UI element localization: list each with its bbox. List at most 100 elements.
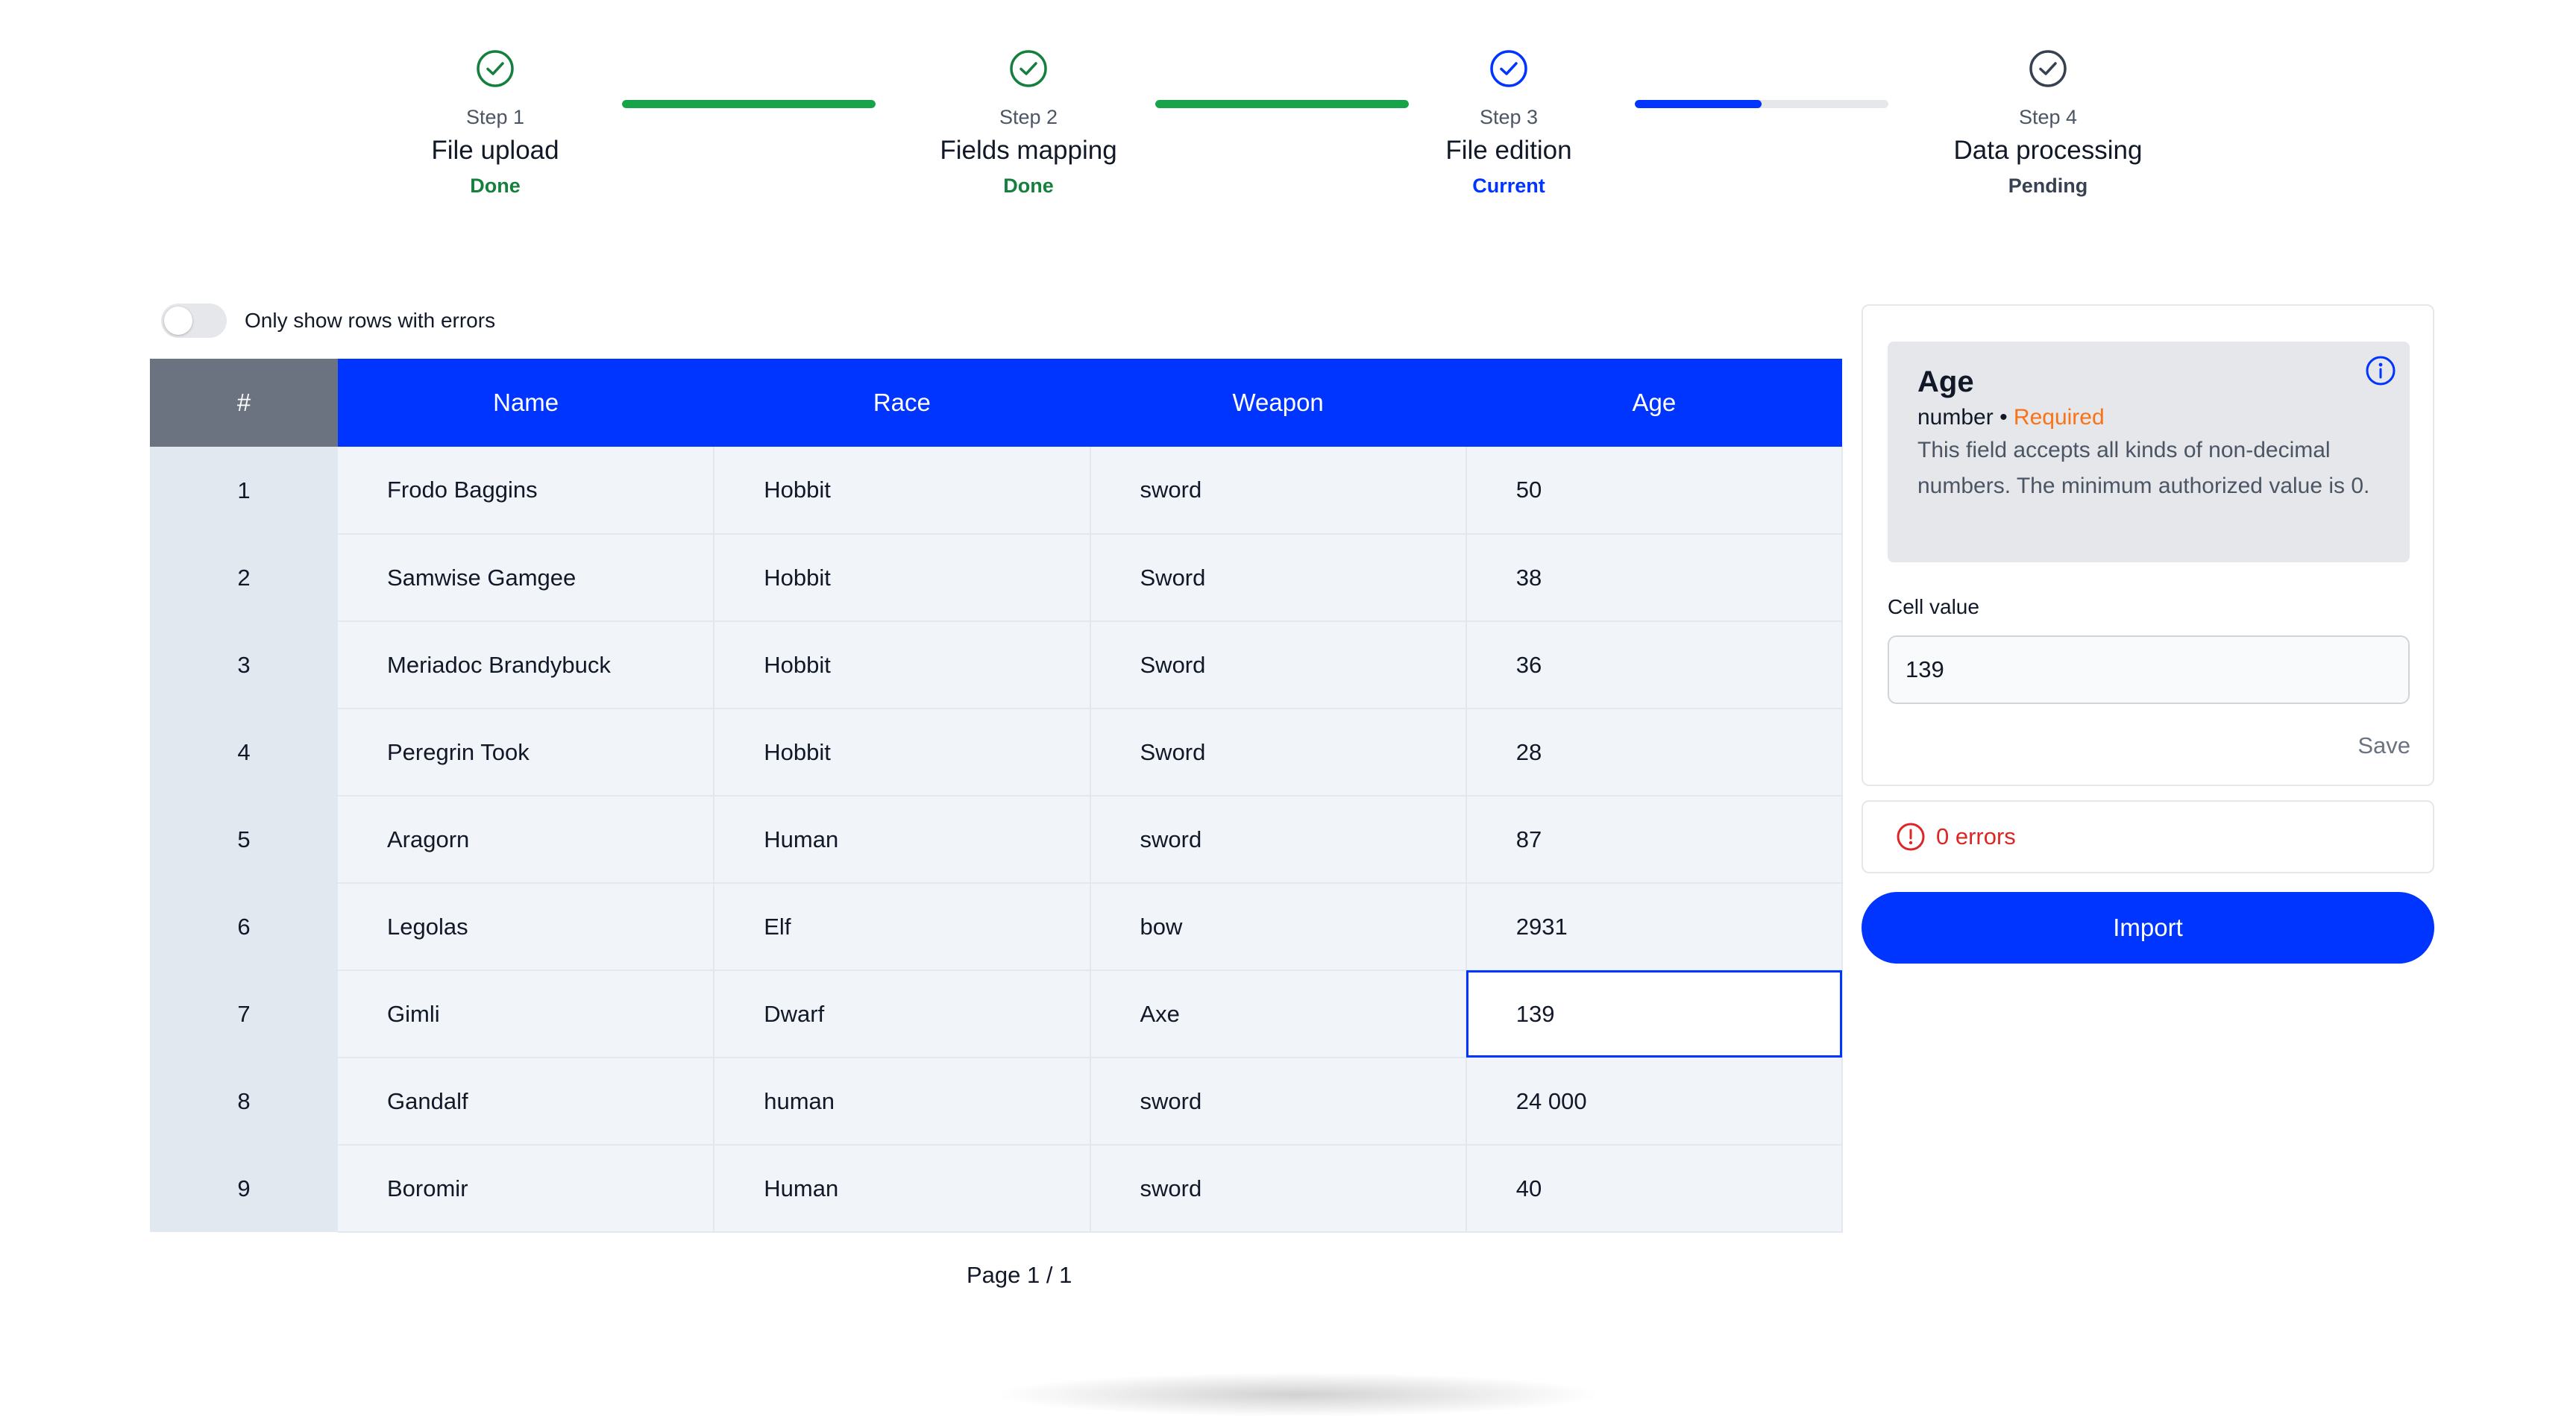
cell-age[interactable]: 38 xyxy=(1466,534,1844,622)
cell-race[interactable]: human xyxy=(714,1058,1091,1146)
cell-name[interactable]: Gandalf xyxy=(338,1058,715,1146)
step-connector-fill xyxy=(622,100,876,108)
error-filter-toggle[interactable] xyxy=(161,304,227,338)
step-title: Fields mapping xyxy=(940,136,1117,165)
table-row: 8 Gandalf human sword 24 000 xyxy=(150,1058,1844,1146)
row-index: 9 xyxy=(150,1145,338,1232)
cell-name[interactable]: Boromir xyxy=(338,1145,715,1233)
field-required-label: Required xyxy=(2013,405,2105,430)
cell-name[interactable]: Frodo Baggins xyxy=(338,447,715,535)
field-description: This field accepts all kinds of non-deci… xyxy=(1917,438,2370,498)
cell-race[interactable]: Hobbit xyxy=(714,621,1091,709)
field-type-line: number • Required xyxy=(1917,403,2380,433)
step-file-upload: Step 1 File upload Done xyxy=(286,49,704,198)
step-status: Done xyxy=(1003,175,1054,197)
check-circle-icon xyxy=(1490,50,1527,87)
check-circle-icon xyxy=(2029,50,2067,87)
cell-age[interactable]: 36 xyxy=(1466,621,1844,709)
cell-age[interactable]: 24 000 xyxy=(1466,1058,1844,1146)
step-title: Data processing xyxy=(1953,136,2143,165)
data-table: # Name Race Weapon Age 1 Frodo Baggins H… xyxy=(150,359,1844,1233)
table-row: 6 Legolas Elf bow 2931 xyxy=(150,883,1844,971)
errors-count: 0 errors xyxy=(1936,823,2016,849)
row-index: 7 xyxy=(150,970,338,1058)
step-connector-2 xyxy=(1155,100,1409,108)
errors-summary: 0 errors xyxy=(1862,800,2434,873)
cell-race[interactable]: Human xyxy=(714,796,1091,884)
save-button[interactable]: Save xyxy=(2357,732,2410,758)
cell-weapon[interactable]: sword xyxy=(1090,1058,1467,1146)
cell-age[interactable]: 40 xyxy=(1466,1145,1844,1233)
step-number: Step 1 xyxy=(465,106,525,128)
step-title: File upload xyxy=(431,136,559,165)
cell-weapon[interactable]: sword xyxy=(1090,1145,1467,1233)
step-number: Step 2 xyxy=(999,106,1058,128)
cell-name[interactable]: Peregrin Took xyxy=(338,708,715,797)
row-index: 6 xyxy=(150,883,338,970)
cell-value-label: Cell value xyxy=(1888,595,1979,618)
table-row: 5 Aragorn Human sword 87 xyxy=(150,796,1844,884)
window-shadow xyxy=(992,1372,1603,1417)
field-info-box: Age number • Required This field accepts… xyxy=(1888,342,2410,562)
cell-age[interactable]: 87 xyxy=(1466,796,1844,884)
cell-age[interactable]: 2931 xyxy=(1466,883,1844,971)
cell-weapon[interactable]: sword xyxy=(1090,796,1467,884)
error-filter-label: Only show rows with errors xyxy=(245,309,496,332)
alert-circle-icon xyxy=(1897,823,1925,851)
cell-name[interactable]: Aragorn xyxy=(338,796,715,884)
check-circle-icon xyxy=(1010,50,1047,87)
column-header-weapon: Weapon xyxy=(1090,359,1466,447)
cell-weapon[interactable]: Sword xyxy=(1090,708,1467,797)
step-connector-fill xyxy=(1155,100,1409,108)
field-name: Age xyxy=(1917,365,1974,398)
step-status: Pending xyxy=(2008,175,2088,197)
step-fields-mapping: Step 2 Fields mapping Done xyxy=(820,49,1237,198)
cell-value-input[interactable] xyxy=(1888,635,2410,704)
cell-weapon[interactable]: Sword xyxy=(1090,621,1467,709)
table-row: 2 Samwise Gamgee Hobbit Sword 38 xyxy=(150,534,1844,622)
cell-name[interactable]: Legolas xyxy=(338,883,715,971)
row-index: 4 xyxy=(150,708,338,796)
step-connector-1 xyxy=(622,100,876,108)
cell-age[interactable]: 50 xyxy=(1466,447,1844,535)
row-index: 3 xyxy=(150,621,338,708)
cell-race[interactable]: Elf xyxy=(714,883,1091,971)
column-header-index: # xyxy=(150,359,338,447)
cell-race[interactable]: Hobbit xyxy=(714,447,1091,535)
step-file-edition: Step 3 File edition Current xyxy=(1300,49,1718,198)
cell-race[interactable]: Human xyxy=(714,1145,1091,1233)
cell-name[interactable]: Samwise Gamgee xyxy=(338,534,715,622)
table-header-row: # Name Race Weapon Age xyxy=(150,359,1842,447)
import-button[interactable]: Import xyxy=(1862,892,2434,964)
step-connector-3 xyxy=(1635,100,1888,108)
column-header-race: Race xyxy=(714,359,1090,447)
cell-race[interactable]: Dwarf xyxy=(714,970,1091,1058)
toggle-knob xyxy=(164,307,192,335)
cell-race[interactable]: Hobbit xyxy=(714,534,1091,622)
cell-weapon[interactable]: Axe xyxy=(1090,970,1467,1058)
row-index: 8 xyxy=(150,1058,338,1145)
cell-name[interactable]: Gimli xyxy=(338,970,715,1058)
cell-weapon[interactable]: Sword xyxy=(1090,534,1467,622)
row-index: 1 xyxy=(150,447,338,534)
info-icon[interactable] xyxy=(2365,355,2396,386)
cell-weapon[interactable]: bow xyxy=(1090,883,1467,971)
table-row: 4 Peregrin Took Hobbit Sword 28 xyxy=(150,708,1844,797)
pagination-label: Page 1 / 1 xyxy=(967,1262,1072,1288)
check-circle-icon xyxy=(477,50,514,87)
cell-age-selected[interactable]: 139 xyxy=(1466,970,1844,1058)
column-header-name: Name xyxy=(338,359,714,447)
error-filter: Only show rows with errors xyxy=(161,304,495,338)
step-data-processing: Step 4 Data processing Pending xyxy=(1839,49,2257,198)
cell-editor-panel: Age number • Required This field accepts… xyxy=(1862,304,2434,786)
table-row: 1 Frodo Baggins Hobbit sword 50 xyxy=(150,447,1844,535)
column-header-age: Age xyxy=(1466,359,1842,447)
step-title: File edition xyxy=(1445,136,1572,165)
step-number: Step 4 xyxy=(2018,106,2078,128)
step-connector-fill xyxy=(1635,100,1762,108)
cell-weapon[interactable]: sword xyxy=(1090,447,1467,535)
cell-race[interactable]: Hobbit xyxy=(714,708,1091,797)
cell-age[interactable]: 28 xyxy=(1466,708,1844,797)
cell-name[interactable]: Meriadoc Brandybuck xyxy=(338,621,715,709)
